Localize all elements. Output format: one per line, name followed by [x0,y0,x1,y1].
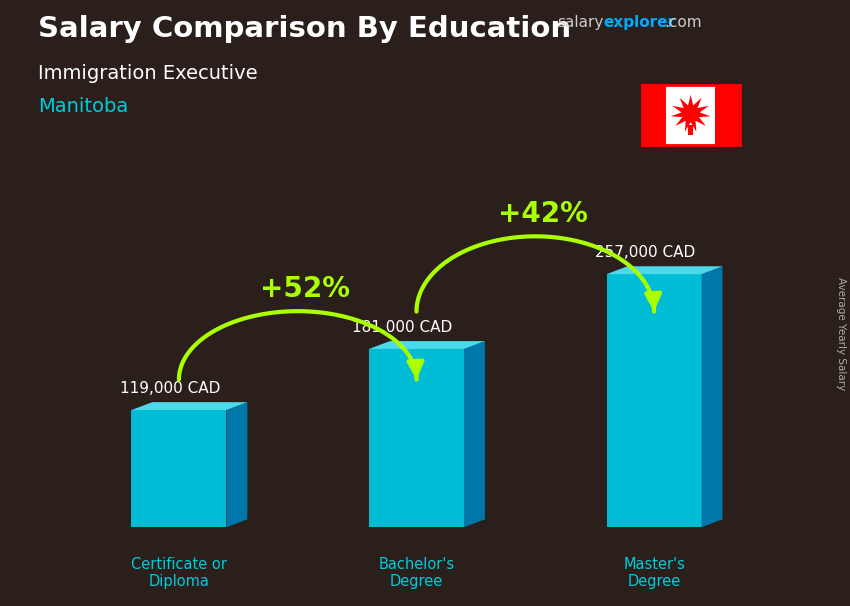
Text: salary: salary [557,15,604,30]
Text: 257,000 CAD: 257,000 CAD [595,245,695,261]
Bar [715,85,740,145]
Polygon shape [226,402,247,527]
Bar [132,410,226,527]
Text: explorer: explorer [604,15,676,30]
Text: Bachelor's
Degree: Bachelor's Degree [378,557,455,589]
Polygon shape [701,266,722,527]
Polygon shape [671,95,711,132]
Bar [642,85,666,145]
Text: Manitoba: Manitoba [38,97,128,116]
Polygon shape [369,341,484,349]
Bar [607,274,701,527]
Text: Master's
Degree: Master's Degree [623,557,685,589]
Polygon shape [607,266,722,274]
Text: +52%: +52% [260,275,350,303]
Text: +42%: +42% [498,201,587,228]
Text: Average Yearly Salary: Average Yearly Salary [836,277,846,390]
Polygon shape [464,341,484,527]
Text: Salary Comparison By Education: Salary Comparison By Education [38,15,571,43]
Text: .com: .com [665,15,702,30]
Text: 181,000 CAD: 181,000 CAD [352,320,452,335]
Bar [369,349,464,527]
Polygon shape [132,402,247,410]
Text: 119,000 CAD: 119,000 CAD [120,381,220,396]
Bar [688,125,693,136]
Text: Immigration Executive: Immigration Executive [38,64,258,82]
Text: Certificate or
Diploma: Certificate or Diploma [131,557,227,589]
